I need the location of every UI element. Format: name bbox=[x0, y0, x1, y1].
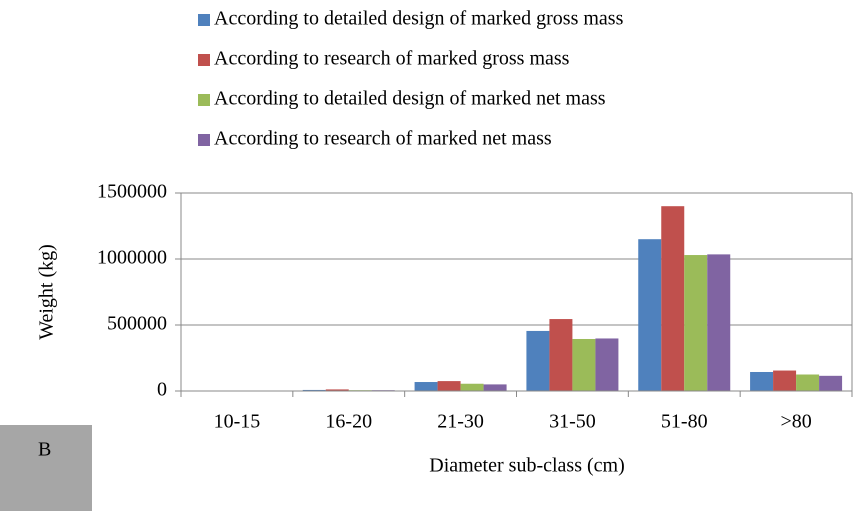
legend-swatch bbox=[198, 134, 210, 146]
bar bbox=[302, 389, 326, 391]
x-tick-label: 16-20 bbox=[325, 411, 372, 433]
panel-label: B bbox=[38, 439, 51, 461]
bar bbox=[572, 338, 596, 391]
bar bbox=[796, 374, 820, 391]
bar bbox=[437, 381, 461, 391]
bar bbox=[750, 371, 774, 391]
legend-label: According to detailed design of marked n… bbox=[214, 88, 606, 110]
bar bbox=[707, 254, 731, 391]
panel-box bbox=[0, 425, 92, 511]
legend-label: According to detailed design of marked g… bbox=[214, 8, 624, 30]
bar bbox=[819, 375, 843, 391]
y-tick-label: 500000 bbox=[107, 313, 167, 335]
bar bbox=[684, 255, 708, 391]
y-tick-label: 0 bbox=[157, 379, 167, 401]
x-tick-label: 31-50 bbox=[549, 411, 596, 433]
bar bbox=[414, 382, 438, 391]
bar bbox=[526, 330, 550, 391]
legend-label: According to research of marked net mass bbox=[214, 128, 552, 150]
x-tick-label: >80 bbox=[780, 411, 811, 433]
legend-swatch bbox=[198, 54, 210, 66]
x-axis-label: Diameter sub-class (cm) bbox=[429, 455, 624, 477]
y-tick-label: 1500000 bbox=[97, 181, 167, 203]
bar bbox=[460, 383, 484, 391]
x-tick-label: 10-15 bbox=[214, 411, 261, 433]
bar bbox=[638, 239, 662, 391]
bar bbox=[773, 370, 797, 391]
y-tick-label: 1000000 bbox=[97, 247, 167, 269]
bar bbox=[595, 338, 619, 391]
bar bbox=[325, 389, 349, 391]
x-tick-label: 21-30 bbox=[437, 411, 484, 433]
bar bbox=[661, 206, 685, 391]
bar bbox=[549, 319, 573, 391]
legend-label: According to research of marked gross ma… bbox=[214, 48, 570, 70]
legend-swatch bbox=[198, 94, 210, 106]
x-tick-label: 51-80 bbox=[661, 411, 708, 433]
legend-swatch bbox=[198, 14, 210, 26]
bar bbox=[483, 384, 507, 391]
y-axis-label: Weight (kg) bbox=[36, 244, 58, 340]
